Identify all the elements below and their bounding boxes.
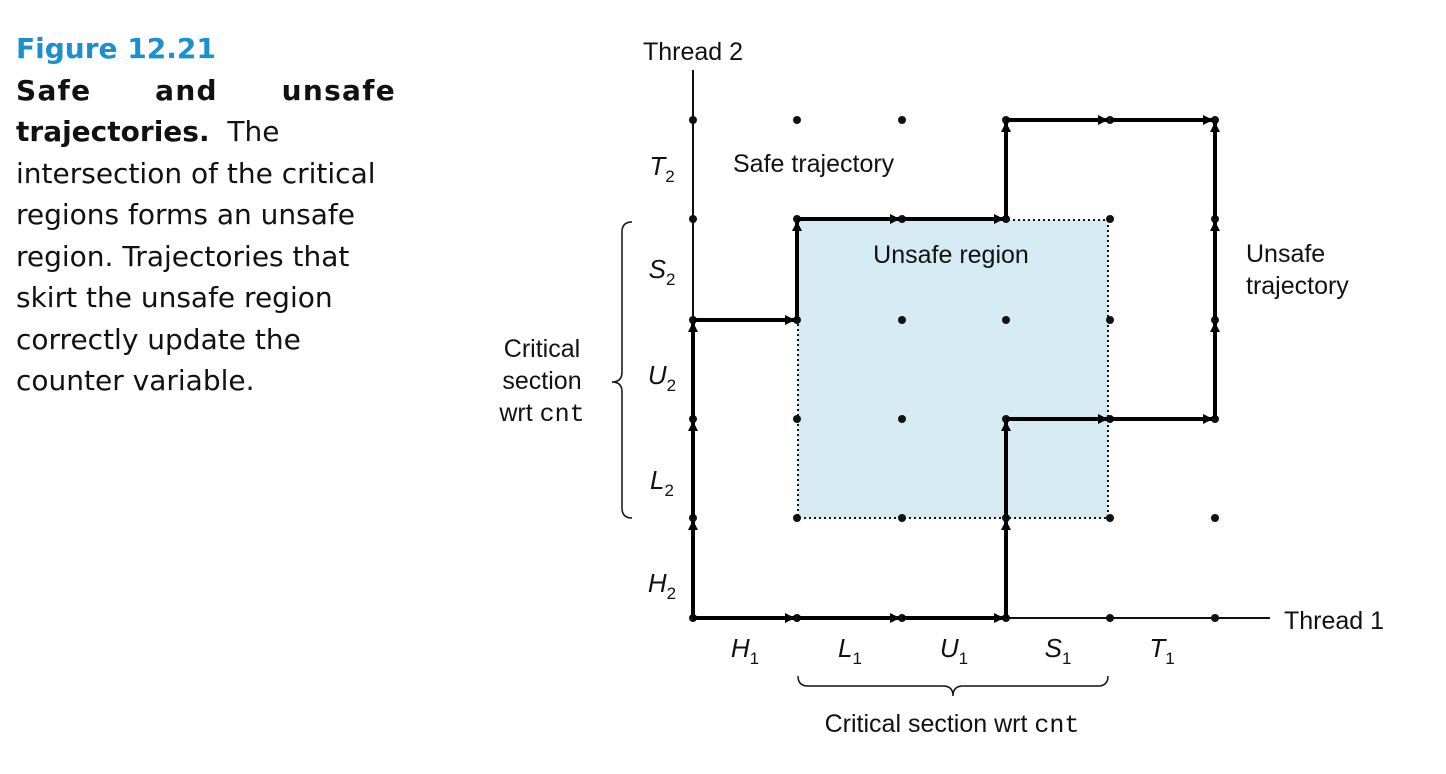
- y-segment-label: H2: [648, 568, 676, 603]
- caption-line: intersection of the critical: [16, 156, 376, 190]
- x-segment-label: S1: [1045, 633, 1072, 668]
- y-segment-label: L2: [650, 465, 674, 500]
- grid-point: [1211, 614, 1219, 622]
- left-brace-label: Critical: [504, 335, 580, 363]
- y-segment-label: T2: [649, 151, 674, 186]
- grid-point: [898, 415, 906, 423]
- y-segment-labels: H2 L2 U2 S2 T2: [648, 151, 676, 603]
- y-segment-label: S2: [649, 254, 676, 289]
- y-segment-label: U2: [648, 360, 676, 395]
- grid-point: [793, 116, 801, 124]
- grid-point: [898, 316, 906, 324]
- caption-line: regions forms an unsafe: [16, 198, 355, 231]
- grid-point: [793, 415, 801, 423]
- grid-point: [898, 116, 906, 124]
- unsafe-region-label: Unsafe region: [873, 241, 1029, 269]
- figure-number: Figure 12.21: [16, 32, 216, 65]
- x-segment-label: L1: [838, 633, 862, 668]
- x-segment-label: H1: [731, 633, 759, 668]
- grid-point: [898, 514, 906, 522]
- safe-trajectory-label: Safe trajectory: [733, 150, 895, 178]
- x-segment-label: T1: [1149, 633, 1174, 668]
- unsafe-trajectory: [693, 122, 1220, 623]
- caption-text: The: [227, 115, 280, 148]
- grid-point: [1106, 215, 1114, 223]
- bottom-brace-label-text: Critical section wrt: [825, 710, 1035, 738]
- unsafe-trajectory-label: Unsafe: [1246, 240, 1325, 268]
- grid-point: [1211, 514, 1219, 522]
- bottom-brace-label-code: cnt: [1034, 711, 1079, 740]
- unsafe-trajectory-label: trajectory: [1246, 272, 1349, 300]
- x-axis-label: Thread 1: [1284, 607, 1384, 635]
- grid-point: [689, 116, 697, 124]
- safe-trajectory: [688, 115, 1213, 618]
- left-brace: [611, 221, 633, 519]
- caption-line: correctly update the: [16, 322, 301, 356]
- figure-title: Safe and unsafe: [16, 73, 396, 107]
- left-brace-label-code: cnt: [540, 400, 585, 429]
- bottom-brace-label: Critical section wrt cnt: [825, 710, 1080, 740]
- left-brace-label: wrt cnt: [498, 399, 584, 429]
- grid-point: [689, 215, 697, 223]
- caption-line: trajectories. The: [16, 111, 396, 153]
- caption-line: counter variable.: [16, 364, 255, 397]
- x-segment-label: U1: [940, 633, 968, 668]
- figure-title-continued: trajectories.: [16, 115, 210, 148]
- grid-point: [1106, 614, 1114, 622]
- left-brace-label: section: [502, 367, 581, 395]
- caption-line: skirt the unsafe region: [16, 281, 333, 314]
- grid-point: [1106, 514, 1114, 522]
- bottom-brace: [797, 675, 1109, 697]
- x-segment-labels: H1 L1 U1 S1 T1: [731, 633, 1175, 668]
- figure-caption: Figure 12.21 Safe and unsafe trajectorie…: [16, 28, 396, 402]
- grid-point: [1002, 316, 1010, 324]
- grid-point: [1106, 316, 1114, 324]
- y-axis-label: Thread 2: [643, 38, 743, 66]
- grid-point: [793, 514, 801, 522]
- caption-line: region. Trajectories that: [16, 239, 350, 273]
- left-brace-label-text: wrt: [498, 399, 539, 427]
